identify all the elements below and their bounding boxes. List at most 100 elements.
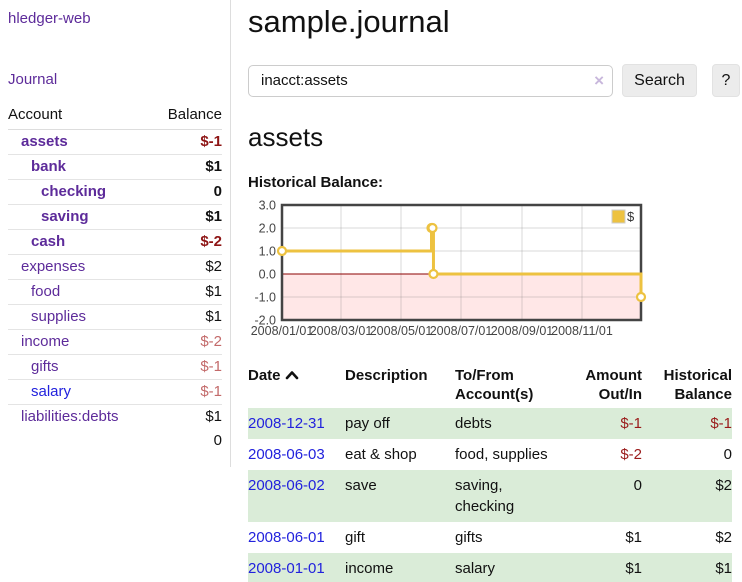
transaction-description: eat & shop: [345, 446, 417, 463]
account-row: supplies $1: [8, 304, 222, 330]
account-link[interactable]: cash: [31, 233, 66, 250]
register-header-balance: Historical Balance: [663, 367, 732, 403]
account-balance: $1: [151, 204, 222, 230]
transaction-description: gift: [345, 529, 366, 546]
search-input[interactable]: [248, 64, 613, 97]
accounts-header-balance: Balance: [151, 102, 222, 130]
account-link[interactable]: saving: [41, 208, 89, 225]
account-row: expenses $2: [8, 254, 222, 280]
legend-label: $: [627, 209, 635, 224]
help-button[interactable]: ?: [712, 64, 740, 97]
sidebar: hledger-web Journal Account Balance asse…: [0, 0, 231, 582]
accounts-table: Account Balance assets $-1 bank $1 checking 0…: [8, 102, 222, 453]
account-link[interactable]: salary: [31, 383, 72, 400]
transaction-balance: 0: [723, 446, 732, 463]
x-tick-label: 2008/09/01: [491, 324, 554, 338]
register-header-amount: Amount Out/In: [585, 367, 642, 403]
account-row: gifts $-1: [8, 354, 222, 380]
negative-region: [282, 274, 641, 320]
data-point-marker: [427, 222, 438, 234]
account-balance: $1: [151, 404, 222, 429]
transaction-row: 2008-01-01 income salary $1 $1: [248, 553, 732, 582]
register-header-date[interactable]: Date: [248, 362, 345, 408]
y-tick-label: 1.0: [259, 245, 276, 259]
account-title: assets: [248, 122, 324, 152]
account-balance: $1: [151, 154, 222, 180]
register-table: Date Description To/From Account(s) Amou…: [248, 362, 732, 582]
account-row: cash $-2: [8, 229, 222, 255]
x-tick-label: 2008/01/01: [251, 324, 314, 338]
y-tick-label: 3.0: [259, 199, 276, 213]
account-link[interactable]: gifts: [31, 358, 59, 375]
search-button[interactable]: Search: [622, 64, 697, 97]
account-link[interactable]: expenses: [21, 258, 86, 275]
transaction-accounts: debts: [455, 415, 492, 432]
transaction-balance: $2: [715, 529, 732, 546]
transaction-date-link[interactable]: 2008-12-31: [248, 415, 325, 432]
transaction-amount: $-1: [620, 415, 642, 432]
account-balance: $1: [151, 279, 222, 305]
account-row: salary $-1: [8, 379, 222, 405]
account-link[interactable]: income: [21, 333, 70, 350]
y-tick-label: 2.0: [259, 222, 276, 236]
register-header-accounts: To/From Account(s): [455, 367, 534, 403]
account-link[interactable]: supplies: [31, 308, 87, 325]
transaction-row: 2008-06-02 save saving, checking 0 $2: [248, 470, 732, 522]
transaction-row: 2008-12-31 pay off debts $-1 $-1: [248, 408, 732, 439]
data-point-marker: [428, 268, 439, 280]
x-tick-label: 2008/05/01: [370, 324, 433, 338]
transaction-row: 2008-06-01 gift gifts $1 $2: [248, 522, 732, 553]
plot-border: [280, 203, 643, 322]
chart-label: Historical Balance:: [248, 174, 384, 191]
search-input-wrap: ×: [248, 64, 613, 97]
sidebar-item-journal[interactable]: Journal: [8, 71, 58, 88]
account-balance: $-2: [151, 229, 222, 255]
data-point-marker: [635, 291, 647, 303]
account-link[interactable]: checking: [41, 183, 107, 200]
brand-link[interactable]: hledger-web: [8, 10, 91, 27]
account-link[interactable]: liabilities:debts: [21, 408, 119, 425]
chart-wrap: $3.0 2.0 1.0 0.0 -1.0 -2.0 2008/01/01 2008/03/0…: [248, 198, 740, 346]
x-tick-label: 2008/11/01: [551, 324, 613, 338]
account-link[interactable]: food: [31, 283, 61, 300]
data-point-marker: [276, 245, 288, 257]
transaction-accounts: food, supplies: [455, 446, 548, 463]
transaction-amount: $1: [625, 529, 642, 546]
main-content: sample.journal × Search ? assets Histori…: [231, 0, 742, 582]
account-row: food $1: [8, 279, 222, 305]
transaction-amount: $1: [625, 560, 642, 577]
account-link[interactable]: assets: [21, 133, 68, 150]
transaction-row: 2008-06-03 eat & shop food, supplies $-2 0: [248, 439, 732, 470]
transaction-description: pay off: [345, 415, 390, 432]
account-balance: 0: [151, 179, 222, 205]
accounts-header-row: Account Balance: [8, 102, 222, 130]
x-tick-label: 2008/03/01: [310, 324, 373, 338]
transaction-amount: $-2: [620, 446, 642, 463]
search-row: × Search ?: [248, 64, 740, 97]
sidebar-inner: hledger-web Journal Account Balance asse…: [0, 0, 231, 467]
account-balance: $-1: [151, 354, 222, 380]
sidebar-nav: Journal: [8, 71, 222, 88]
accounts-total-value: 0: [213, 432, 222, 449]
y-tick-label: -2.0: [254, 314, 276, 328]
account-row: bank $1: [8, 154, 222, 180]
transaction-description: save: [345, 477, 377, 494]
account-row: income $-2: [8, 329, 222, 355]
account-balance: $-1: [151, 379, 222, 405]
transaction-balance: $1: [715, 560, 732, 577]
y-tick-label: -1.0: [254, 291, 276, 305]
account-link[interactable]: bank: [31, 158, 67, 175]
accounts-total-spacer: [8, 429, 152, 453]
transaction-balance: $-1: [710, 415, 732, 432]
account-row: saving $1: [8, 204, 222, 230]
transaction-date-link[interactable]: 2008-01-01: [248, 560, 325, 577]
transaction-date-link[interactable]: 2008-06-03: [248, 446, 325, 463]
account-balance: $2: [151, 254, 222, 280]
register-header-description: Description: [345, 367, 428, 384]
clear-search-icon[interactable]: ×: [594, 70, 604, 90]
transaction-date-link[interactable]: 2008-06-01: [248, 529, 325, 546]
account-row: assets $-1: [8, 130, 222, 155]
transaction-description: income: [345, 560, 394, 577]
transaction-date-link[interactable]: 2008-06-02: [248, 477, 325, 494]
historical-balance-chart: $3.0 2.0 1.0 0.0 -1.0 -2.02008/01/012008/03/0…: [251, 199, 647, 338]
